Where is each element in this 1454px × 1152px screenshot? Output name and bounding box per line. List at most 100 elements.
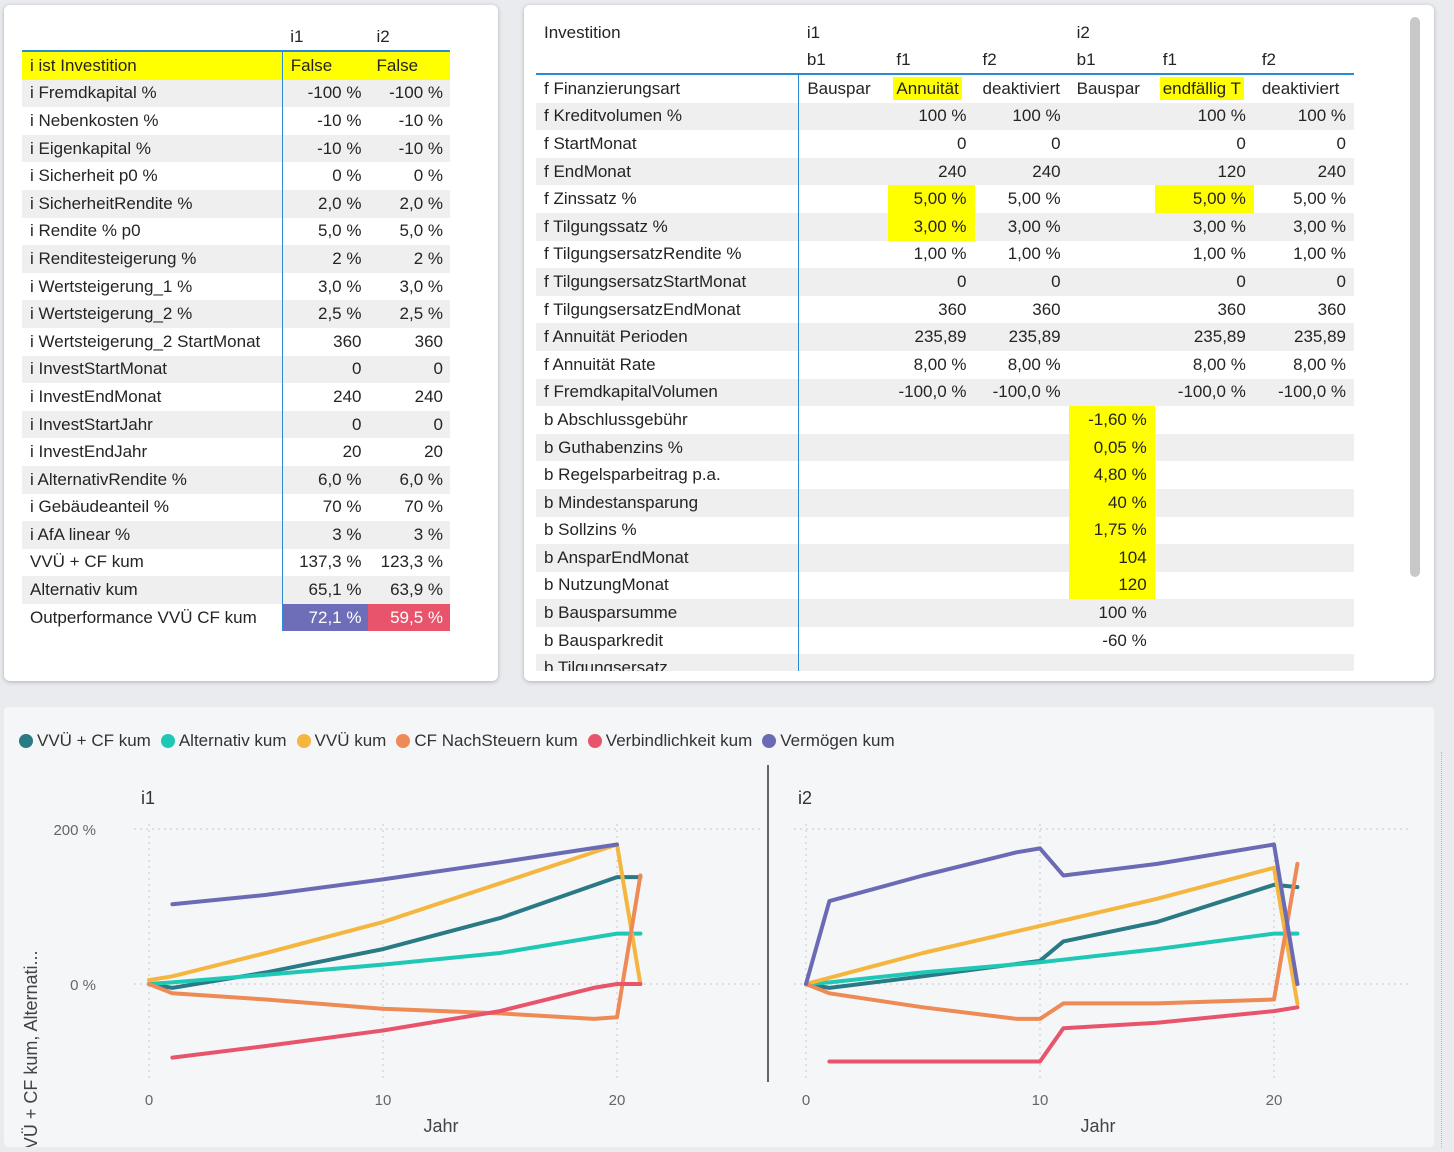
- table-row[interactable]: b Tilgungsersatz: [536, 654, 1354, 671]
- column-header-i1[interactable]: i1: [290, 26, 304, 46]
- row-label: i Sicherheit p0 %: [30, 166, 158, 186]
- row-label: i Wertsteigerung_2 %: [22, 300, 283, 328]
- table-row[interactable]: i InvestEndJahr 20 20: [22, 438, 450, 466]
- table-row[interactable]: f TilgungsersatzStartMonat 0 0 0 0: [536, 268, 1354, 296]
- cell-value: [974, 599, 1069, 627]
- table-row[interactable]: b Mindestansparung 40 %: [536, 488, 1354, 517]
- row-label: f Kreditvolumen %: [536, 102, 799, 131]
- column-header-i2-b1[interactable]: b1: [1076, 49, 1096, 69]
- cell-value: 235,89: [1154, 323, 1254, 351]
- table-row[interactable]: b AnsparEndMonat 104: [536, 544, 1354, 572]
- table-row[interactable]: i Gebäudeanteil % 70 % 70 %: [22, 493, 450, 522]
- table-row[interactable]: b Bausparsumme 100 %: [536, 599, 1354, 627]
- table-row[interactable]: b Sollzins % 1,75 %: [536, 516, 1354, 545]
- header-cell: [22, 23, 282, 51]
- row-label: i Gebäudeanteil %: [30, 497, 169, 517]
- table-row[interactable]: f Tilgungssatz % 3,00 % 3,00 % 3,00 % 3,00 %: [536, 212, 1354, 241]
- table-row[interactable]: f Kreditvolumen % 100 % 100 % 100 % 100 %: [536, 102, 1354, 131]
- legend-dot-icon: [296, 734, 311, 748]
- series-line-alternativ-kum[interactable]: [804, 931, 1300, 986]
- row-label: i AfA linear %: [22, 521, 283, 549]
- cell-value: [1154, 433, 1254, 462]
- table-row[interactable]: f FremdkapitalVolumen -100,0 % -100,0 % -10…: [536, 378, 1354, 407]
- financing-parameters-card: Investition i1 i2 b1 f1 f2 b1 f1 f2: [524, 5, 1434, 681]
- column-header-i2[interactable]: i2: [1076, 22, 1090, 42]
- column-header-i1-f2[interactable]: f2: [982, 49, 997, 69]
- cell-value: [975, 517, 1069, 545]
- cell-value: [888, 517, 974, 545]
- series-line-vv-kum[interactable]: [804, 865, 1300, 1006]
- row-label: b Tilgungsersatz: [536, 654, 799, 671]
- vertical-scrollbar[interactable]: [1410, 17, 1420, 577]
- table-row[interactable]: i Fremdkapital % -100 % -100 %: [22, 79, 450, 108]
- table-row[interactable]: f Annuität Rate 8,00 % 8,00 % 8,00 % 8,00 %: [536, 350, 1354, 379]
- table-row[interactable]: f Zinssatz % 5,00 % 5,00 % 5,00 % 5,00 %: [536, 185, 1354, 213]
- column-header-i2[interactable]: i2: [376, 26, 390, 46]
- table-row[interactable]: VVÜ + CF kum 137,3 % 123,3 %: [22, 548, 450, 577]
- table-row[interactable]: i Sicherheit p0 % 0 % 0 %: [22, 162, 450, 190]
- row-label: b NutzungMonat: [544, 575, 669, 595]
- table-row[interactable]: i AlternativRendite % 6,0 % 6,0 %: [22, 465, 450, 494]
- table-row[interactable]: i SicherheitRendite % 2,0 % 2,0 %: [22, 189, 450, 218]
- cell-value: [798, 268, 889, 296]
- table-row[interactable]: i AfA linear % 3 % 3 %: [22, 521, 450, 549]
- table-row[interactable]: f StartMonat 0 0 0 0: [536, 130, 1354, 158]
- cell-value: [975, 572, 1069, 600]
- table-row[interactable]: Outperformance VVÜ CF kum 72,1 % 59,5 %: [22, 603, 450, 632]
- table-row[interactable]: b Abschlussgebühr -1,60 %: [536, 406, 1354, 434]
- series-line-verbindlichkeit-kum[interactable]: [827, 1005, 1300, 1064]
- cell-value: Bauspar: [798, 74, 889, 103]
- legend-item[interactable]: VVÜ kum: [296, 731, 386, 751]
- column-header-i2-f2[interactable]: f2: [1261, 49, 1277, 69]
- cell-value: 6,0 %: [281, 465, 369, 494]
- series-line-vv-cf-kum[interactable]: [147, 875, 643, 990]
- table-row[interactable]: f Finanzierungsart Bauspar Annuität deaktiv…: [536, 74, 1354, 103]
- cell-value: 2 %: [281, 245, 369, 273]
- row-label: f StartMonat: [544, 133, 637, 153]
- table-row[interactable]: i Wertsteigerung_2 StartMonat 360 360: [22, 327, 450, 356]
- table-row[interactable]: f EndMonat 240 240 120 240: [536, 157, 1354, 186]
- legend-item[interactable]: CF NachSteuern kum: [396, 731, 578, 751]
- legend-dot-icon: [762, 734, 777, 748]
- table-row[interactable]: b Regelsparbeitrag p.a. 4,80 %: [536, 461, 1354, 489]
- financing-table-viewport[interactable]: Investition i1 i2 b1 f1 f2 b1 f1 f2: [536, 19, 1354, 671]
- column-header-investition[interactable]: Investition: [544, 22, 621, 42]
- table-row[interactable]: i Eigenkapital % -10 % -10 %: [22, 134, 450, 163]
- table-row[interactable]: b Guthabenzins % 0,05 %: [536, 433, 1354, 462]
- series-line-verm-gen-kum[interactable]: [804, 842, 1300, 986]
- table-row[interactable]: f Annuität Perioden 235,89 235,89 235,89 235…: [536, 323, 1354, 351]
- page-scroll-track[interactable]: [1441, 752, 1454, 1148]
- legend-item[interactable]: VVÜ + CF kum: [19, 731, 151, 751]
- series-line-verm-gen-kum[interactable]: [170, 842, 619, 907]
- table-row[interactable]: i InvestEndMonat 240 240: [22, 383, 450, 411]
- column-header-i1[interactable]: i1: [806, 22, 821, 42]
- table-row[interactable]: i ist Investition False False: [22, 51, 450, 80]
- table-row[interactable]: i InvestStartJahr 0 0: [22, 410, 450, 439]
- cell-value: [798, 185, 889, 213]
- table-row[interactable]: b Bausparkredit -60 %: [536, 626, 1354, 655]
- table-row[interactable]: i Wertsteigerung_1 % 3,0 % 3,0 %: [22, 272, 450, 301]
- table-row[interactable]: i Wertsteigerung_2 % 2,5 % 2,5 %: [22, 300, 450, 328]
- series-line-cf-nachsteuern-kum[interactable]: [804, 861, 1300, 1021]
- column-header-i1-b1[interactable]: b1: [806, 49, 826, 69]
- table-row[interactable]: i Renditesteigerung % 2 % 2 %: [22, 245, 450, 273]
- legend-item[interactable]: Vermögen kum: [762, 731, 895, 751]
- table-row[interactable]: i InvestStartMonat 0 0: [22, 355, 450, 384]
- table-row[interactable]: f TilgungsersatzEndMonat 360 360 360 360: [536, 295, 1354, 324]
- highlighted-value: Annuität: [893, 76, 962, 100]
- series-line-alternativ-kum[interactable]: [147, 931, 643, 986]
- series-line-vv-cf-kum[interactable]: [804, 882, 1300, 990]
- table-row[interactable]: i Rendite % p0 5,0 % 5,0 %: [22, 217, 450, 246]
- column-header-i2-f1[interactable]: f1: [1162, 49, 1177, 69]
- legend-item[interactable]: Alternativ kum: [160, 731, 287, 751]
- column-header-i1-f1[interactable]: f1: [896, 49, 911, 69]
- series-line-verbindlichkeit-kum[interactable]: [170, 982, 643, 1060]
- cell-value: 5,00 %: [888, 185, 975, 213]
- legend-item[interactable]: Verbindlichkeit kum: [587, 731, 752, 751]
- cell-value: -10 %: [398, 110, 443, 130]
- series-line-cf-nachsteuern-kum[interactable]: [147, 873, 643, 1021]
- table-row[interactable]: Alternativ kum 65,1 % 63,9 %: [22, 576, 450, 604]
- table-row[interactable]: i Nebenkosten % -10 % -10 %: [22, 107, 450, 135]
- table-row[interactable]: b NutzungMonat 120: [536, 571, 1354, 600]
- table-row[interactable]: f TilgungsersatzRendite % 1,00 % 1,00 % 1,0…: [536, 240, 1354, 269]
